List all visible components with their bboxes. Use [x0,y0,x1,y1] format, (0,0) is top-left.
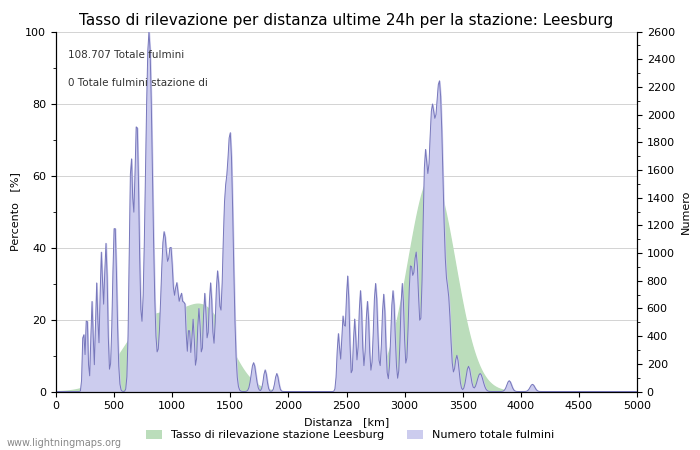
Text: 0 Totale fulmini stazione di: 0 Totale fulmini stazione di [68,78,207,88]
Title: Tasso di rilevazione per distanza ultime 24h per la stazione: Leesburg: Tasso di rilevazione per distanza ultime… [79,13,614,27]
Legend: Tasso di rilevazione stazione Leesburg, Numero totale fulmini: Tasso di rilevazione stazione Leesburg, … [141,425,559,445]
Text: 108.707 Totale fulmini: 108.707 Totale fulmini [68,50,184,59]
X-axis label: Distanza   [km]: Distanza [km] [304,417,389,427]
Y-axis label: Numero: Numero [680,189,690,234]
Text: www.lightningmaps.org: www.lightningmaps.org [7,438,122,448]
Y-axis label: Percento   [%]: Percento [%] [10,172,20,251]
